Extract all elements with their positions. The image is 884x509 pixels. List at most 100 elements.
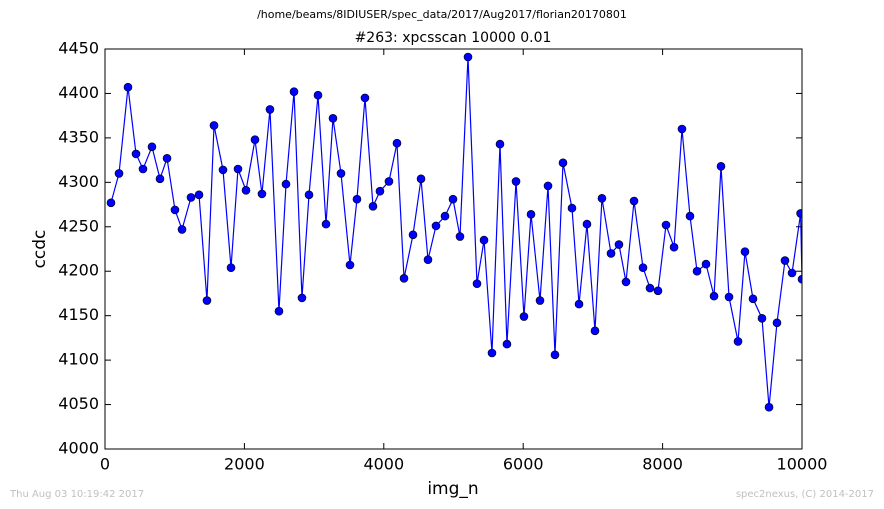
data-point: [274, 306, 284, 316]
data-point: [645, 283, 655, 293]
data-point: [606, 249, 616, 258]
x-axis-label: img_n: [427, 479, 478, 499]
data-point: [455, 232, 465, 241]
data-line: [110, 56, 802, 408]
data-point: [701, 259, 711, 269]
data-point: [692, 266, 702, 276]
data-point: [685, 211, 695, 221]
data-point: [368, 202, 378, 211]
y-axis-label: ccdc: [30, 230, 50, 269]
data-point: [519, 312, 529, 321]
data-point: [448, 194, 458, 204]
data-point: [709, 291, 719, 301]
footer-date: Thu Aug 03 10:19:42 2017: [9, 489, 144, 500]
y-tick-label: 4000: [58, 439, 99, 458]
axes-frame: [104, 48, 803, 450]
data-point: [463, 52, 473, 62]
data-point: [186, 193, 196, 202]
data-point: [653, 286, 663, 296]
x-tick-label: 10000: [777, 455, 828, 474]
data-point: [177, 225, 187, 234]
y-tick-label: 4100: [58, 350, 99, 369]
data-point: [740, 247, 750, 256]
data-point: [226, 263, 236, 272]
x-tick-label: 0: [100, 455, 110, 474]
y-tick-label: 4050: [58, 394, 99, 413]
data-point: [787, 268, 797, 278]
data-point: [202, 296, 212, 305]
y-tick-label: 4150: [58, 305, 99, 324]
data-point: [392, 138, 402, 148]
data-point: [495, 139, 505, 149]
data-point: [416, 174, 426, 184]
data-point: [170, 205, 180, 215]
data-point: [440, 211, 450, 221]
data-point: [233, 164, 243, 174]
plot-area: [106, 52, 802, 412]
data-point: [590, 326, 600, 336]
x-tick-label: 8000: [642, 455, 683, 474]
y-tick-label: 4400: [58, 83, 99, 102]
data-point: [511, 177, 521, 186]
data-point: [265, 105, 275, 114]
y-tick-label: 4300: [58, 172, 99, 191]
data-point: [162, 154, 172, 163]
data-point: [431, 221, 441, 231]
data-point: [574, 299, 584, 309]
data-point: [399, 274, 409, 283]
y-tick-label: 4350: [58, 127, 99, 146]
data-point: [106, 198, 116, 208]
data-point: [479, 235, 489, 245]
data-point: [472, 279, 482, 288]
data-point: [194, 190, 204, 200]
data-point: [147, 142, 157, 152]
data-point: [360, 93, 370, 103]
data-point: [257, 189, 267, 199]
data-point: [321, 219, 331, 229]
data-point: [336, 169, 346, 178]
data-point: [661, 220, 671, 230]
data-point: [304, 190, 314, 200]
data-point: [114, 169, 124, 178]
x-tick-label: 2000: [224, 455, 265, 474]
data-point: [764, 402, 774, 412]
data-point: [567, 203, 577, 213]
data-point: [677, 124, 687, 134]
data-point: [289, 87, 299, 96]
data-point: [297, 293, 307, 303]
file-path: /home/beams/8IDIUSER/spec_data/2017/Aug2…: [257, 8, 627, 21]
data-point: [375, 186, 385, 196]
data-point: [384, 177, 394, 186]
data-point: [796, 209, 802, 218]
data-point: [313, 90, 323, 100]
data-point: [123, 82, 133, 92]
data-point: [614, 240, 624, 249]
x-tick-label: 6000: [503, 455, 544, 474]
data-point: [669, 242, 679, 252]
data-point: [550, 350, 560, 360]
data-point: [621, 277, 631, 287]
data-point: [250, 135, 260, 144]
chart-title: #263: xpcsscan 10000 0.01: [355, 30, 552, 46]
x-tick-label: 4000: [363, 455, 404, 474]
data-point: [535, 296, 545, 305]
data-point: [345, 260, 355, 270]
data-point: [241, 186, 251, 195]
data-point: [526, 210, 536, 219]
data-point: [629, 196, 639, 206]
data-point: [131, 149, 141, 159]
y-tick-label: 4250: [58, 216, 99, 235]
data-point: [218, 165, 228, 175]
data-point: [733, 337, 743, 346]
data-point: [724, 292, 734, 302]
data-point: [797, 274, 802, 284]
footer-credit: spec2nexus, (C) 2014-2017: [736, 489, 874, 500]
data-point: [487, 348, 497, 358]
data-point: [638, 263, 648, 272]
data-point: [502, 339, 512, 349]
data-point: [780, 256, 790, 265]
y-tick-label: 4450: [58, 39, 99, 58]
data-point: [328, 114, 338, 123]
data-point: [716, 162, 726, 171]
